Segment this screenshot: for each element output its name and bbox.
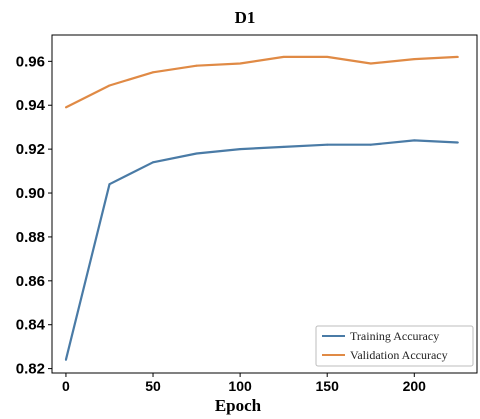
data-point-training-accuracy [282,145,285,148]
data-point-training-accuracy [413,139,416,142]
data-point-validation-accuracy [369,62,372,65]
y-tick-label: 0.96 [16,53,45,70]
data-point-validation-accuracy [456,55,459,58]
x-tick-label: 100 [228,378,252,394]
data-point-validation-accuracy [239,62,242,65]
data-point-training-accuracy [152,161,155,164]
data-point-training-accuracy [64,358,67,361]
x-axis-label: Epoch [215,396,262,415]
chart-title: D1 [235,8,256,27]
x-tick-label: 50 [145,378,161,394]
data-point-validation-accuracy [152,71,155,74]
data-point-training-accuracy [369,143,372,146]
y-tick-label: 0.88 [16,229,45,246]
series-line-validation-accuracy [65,55,458,109]
legend-label-training: Training Accuracy [350,329,439,343]
data-point-training-accuracy [239,148,242,151]
y-tick-label: 0.82 [16,361,45,378]
legend-box [315,325,474,367]
data-point-validation-accuracy [108,84,111,87]
data-point-validation-accuracy [413,58,416,61]
data-point-training-accuracy [456,141,459,144]
series-lines [64,55,459,361]
data-point-validation-accuracy [64,106,67,109]
data-point-training-accuracy [195,152,198,155]
series-line-training-accuracy [64,139,458,361]
plot-frame [51,34,478,374]
data-point-validation-accuracy [282,55,285,58]
axis-ticks: 0.82 0.84 0.86 0.88 0.90 0.92 0.94 0.96 0 50 100 15… [16,53,426,394]
y-tick-label: 0.94 [16,97,46,114]
legend: Training Accuracy Validation Accuracy [315,325,474,367]
y-tick-label: 0.92 [16,141,45,158]
y-tick-label: 0.90 [16,185,45,202]
data-point-validation-accuracy [326,55,329,58]
data-point-validation-accuracy [195,64,198,67]
x-tick-label: 200 [403,378,427,394]
y-tick-label: 0.84 [16,317,46,334]
data-point-training-accuracy [108,183,111,186]
data-point-training-accuracy [326,143,329,146]
y-tick-label: 0.86 [16,273,45,290]
x-tick-label: 0 [62,378,70,394]
legend-label-validation: Validation Accuracy [350,348,448,362]
x-tick-label: 150 [316,378,340,394]
